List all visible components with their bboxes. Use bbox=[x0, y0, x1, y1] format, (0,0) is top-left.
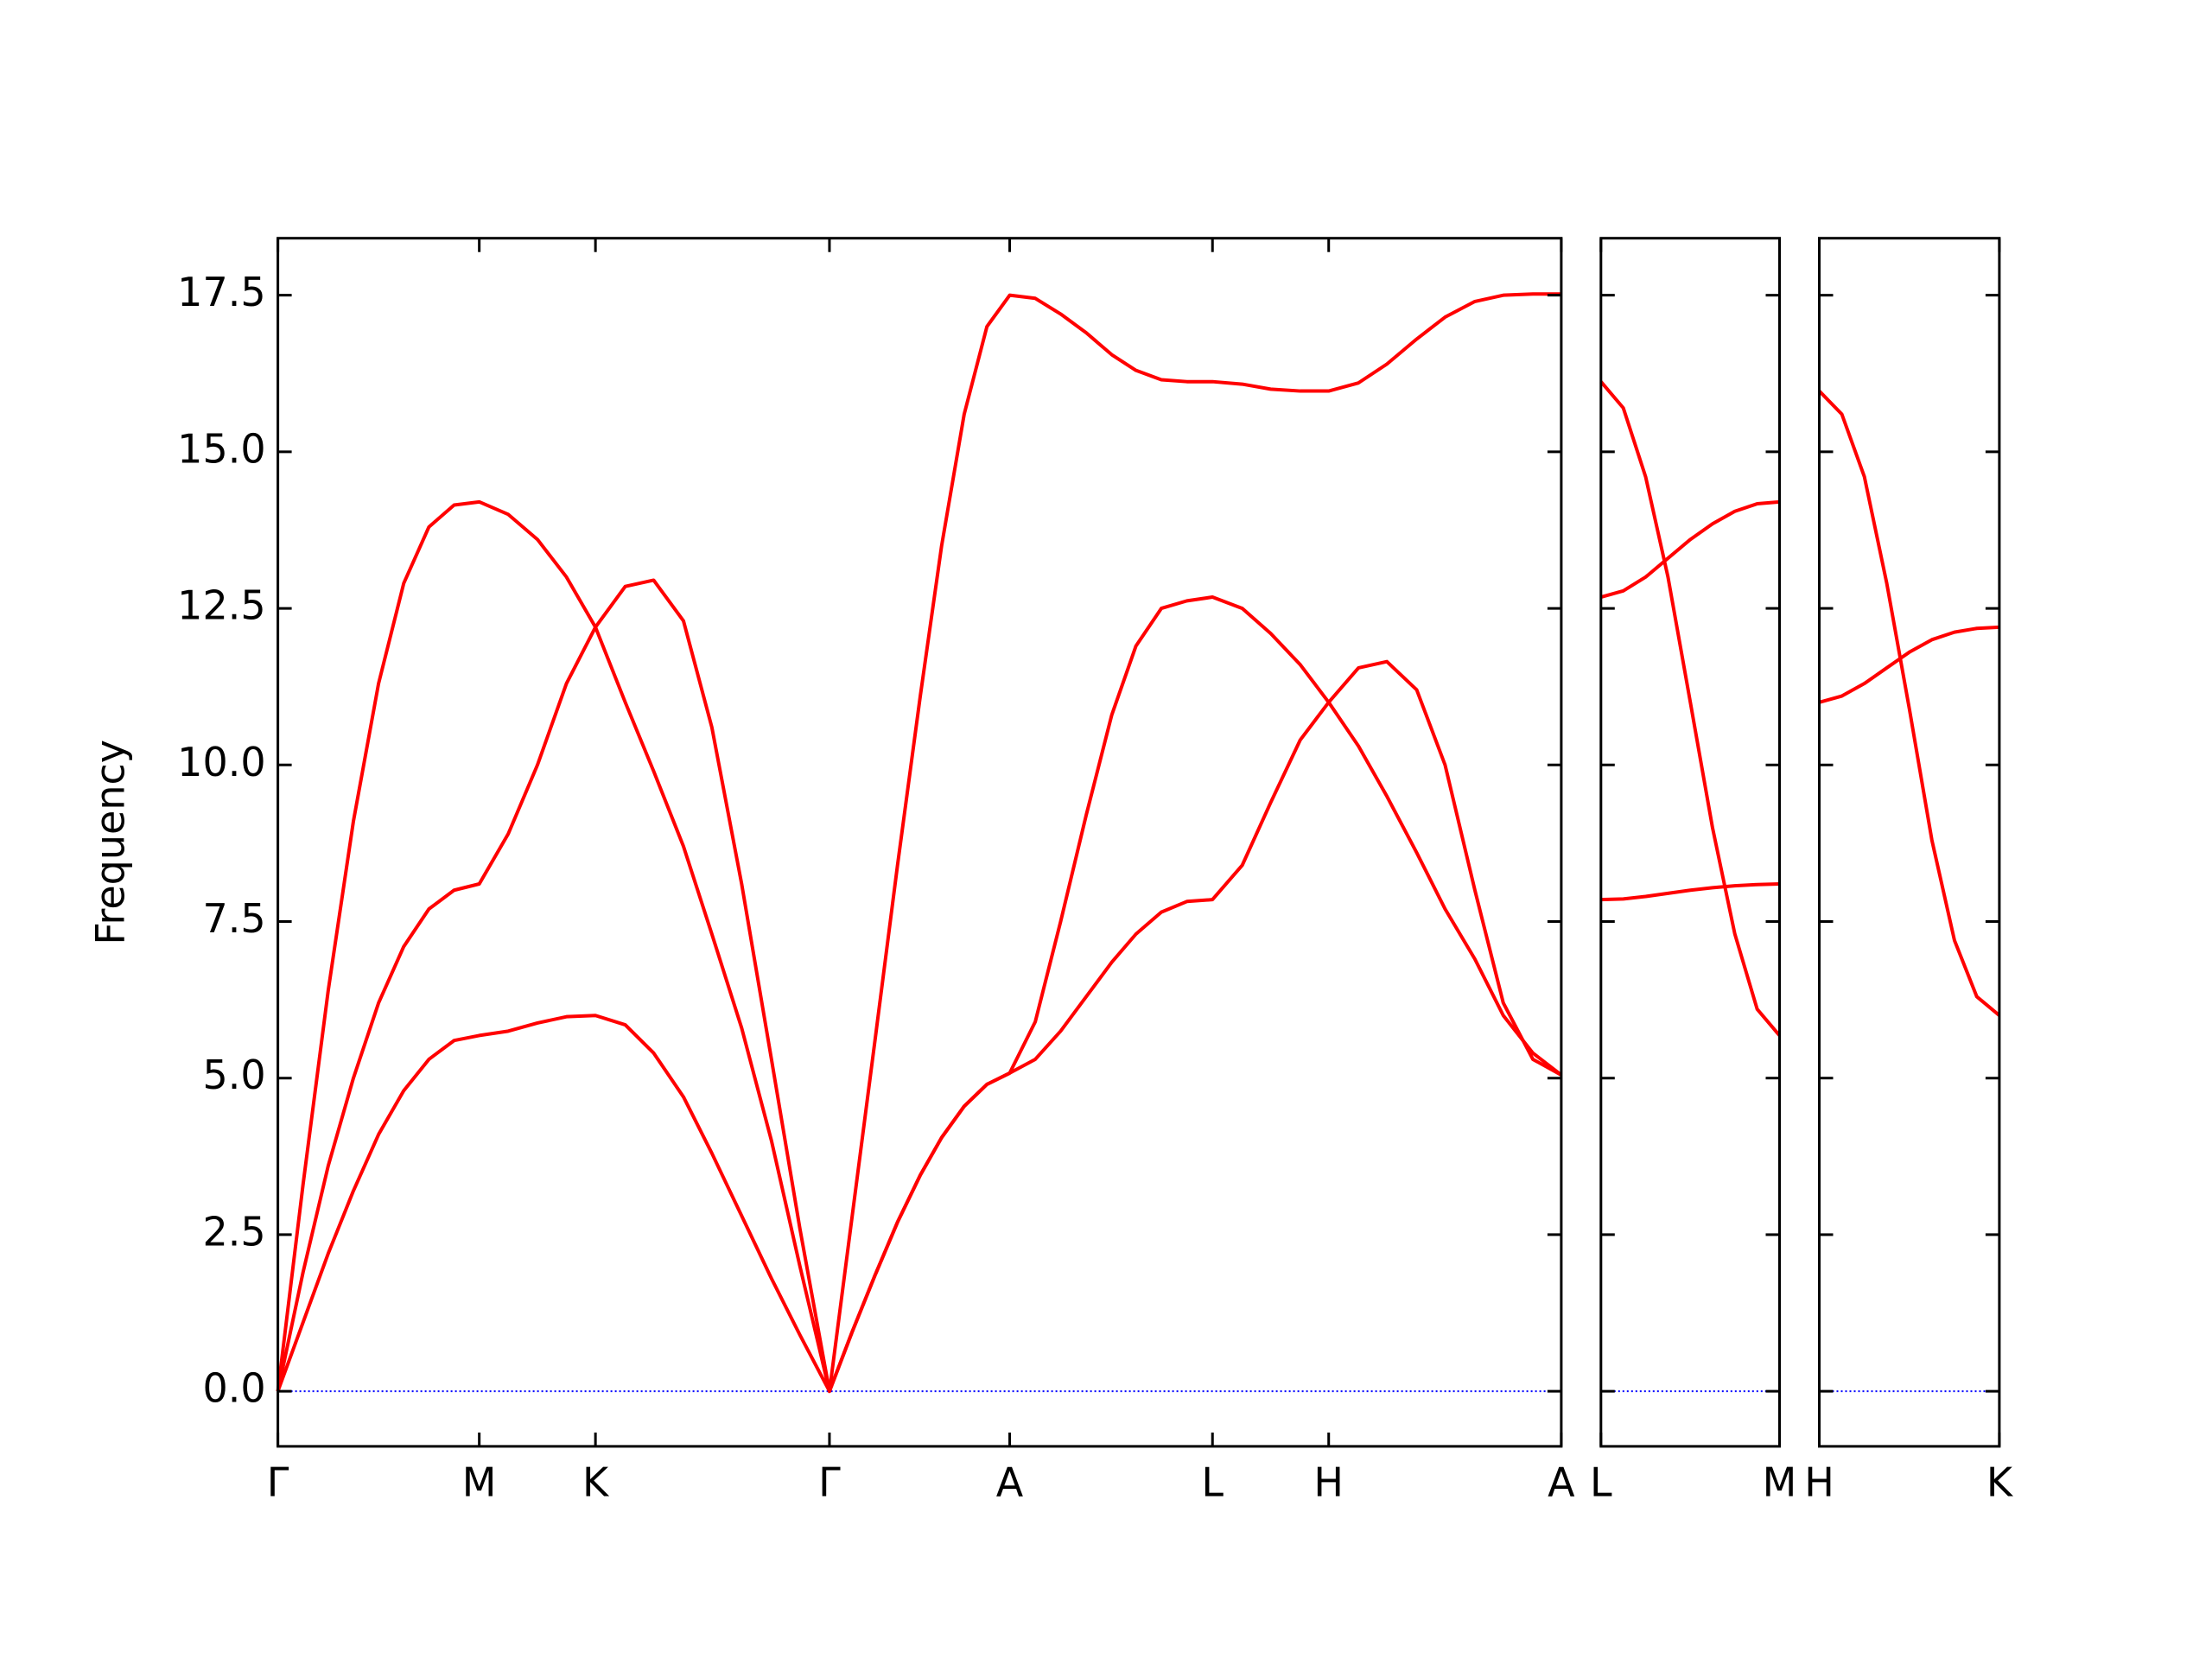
y-tick-label: 7.5 bbox=[202, 895, 265, 942]
x-tick-label: A bbox=[996, 1459, 1024, 1505]
band-line bbox=[1599, 380, 1782, 1037]
band-line bbox=[276, 292, 1561, 1394]
y-tick-label: 17.5 bbox=[177, 269, 265, 315]
band-line bbox=[1818, 625, 2000, 704]
x-tick-label: A bbox=[1548, 1459, 1575, 1505]
x-tick-label: L bbox=[1201, 1459, 1224, 1505]
plot-frame bbox=[1599, 237, 1782, 1448]
y-tick-label: 5.0 bbox=[202, 1052, 265, 1098]
y-tick-label: 12.5 bbox=[177, 582, 265, 629]
y-tick-label: 15.0 bbox=[177, 425, 265, 472]
x-tick-label: Γ bbox=[267, 1459, 289, 1505]
y-tick-label: 2.5 bbox=[202, 1208, 265, 1255]
y-tick-label: 10.0 bbox=[177, 739, 265, 785]
plot-frame bbox=[276, 237, 1563, 1448]
x-tick-label: Γ bbox=[818, 1459, 841, 1505]
x-tick-label: K bbox=[1986, 1459, 2014, 1505]
band-line bbox=[1600, 882, 1780, 902]
x-tick-label: L bbox=[1590, 1459, 1612, 1505]
band-line bbox=[276, 578, 1563, 1394]
x-tick-label: K bbox=[582, 1459, 610, 1505]
x-tick-label: M bbox=[1763, 1459, 1797, 1505]
band-line bbox=[1818, 390, 2001, 1017]
x-tick-label: H bbox=[1313, 1459, 1344, 1505]
y-tick-label: 0.0 bbox=[202, 1365, 265, 1412]
band-line bbox=[1600, 499, 1780, 599]
plot-frame bbox=[1818, 237, 2001, 1448]
y-axis-label: Frequency bbox=[87, 740, 134, 945]
x-tick-label: H bbox=[1804, 1459, 1834, 1505]
x-tick-label: M bbox=[462, 1459, 497, 1505]
